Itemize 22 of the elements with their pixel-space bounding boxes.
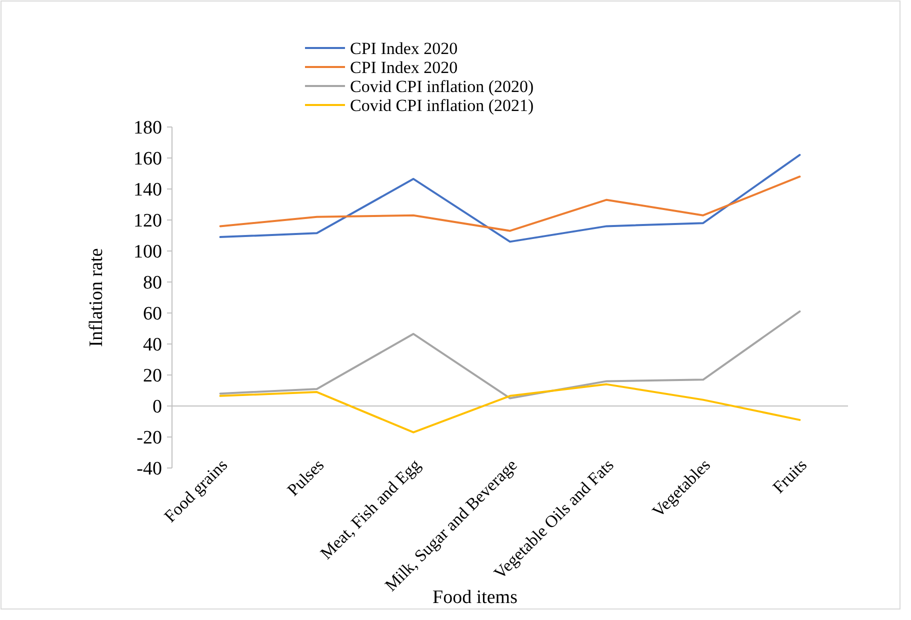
line-series bbox=[219, 154, 801, 243]
legend-label: Covid CPI inflation (2021) bbox=[350, 96, 534, 115]
legend-label: CPI Index 2020 bbox=[350, 58, 458, 77]
legend-label: Covid CPI inflation (2020) bbox=[350, 76, 534, 96]
line-series bbox=[219, 310, 801, 400]
y-tick-label: 120 bbox=[134, 210, 162, 232]
x-axis-title: Food items bbox=[432, 587, 518, 608]
y-tick-label: 0 bbox=[152, 396, 162, 418]
y-tick-label: 80 bbox=[143, 272, 162, 294]
legend-label: CPI Index 2020 bbox=[350, 38, 458, 58]
y-tick-label: 100 bbox=[134, 242, 162, 263]
y-tick-label: 40 bbox=[143, 334, 162, 356]
y-tick-label: 60 bbox=[143, 304, 162, 325]
y-tick-label: -40 bbox=[136, 458, 162, 480]
y-tick-label: 20 bbox=[143, 366, 162, 387]
y-tick-label: -20 bbox=[136, 428, 162, 449]
y-tick-label: 160 bbox=[134, 148, 162, 170]
y-tick-label: 140 bbox=[134, 180, 162, 201]
line-series bbox=[219, 383, 801, 434]
line-series bbox=[219, 176, 801, 232]
y-tick-label: 180 bbox=[134, 118, 162, 139]
y-axis-title: Inflation rate bbox=[86, 248, 107, 347]
